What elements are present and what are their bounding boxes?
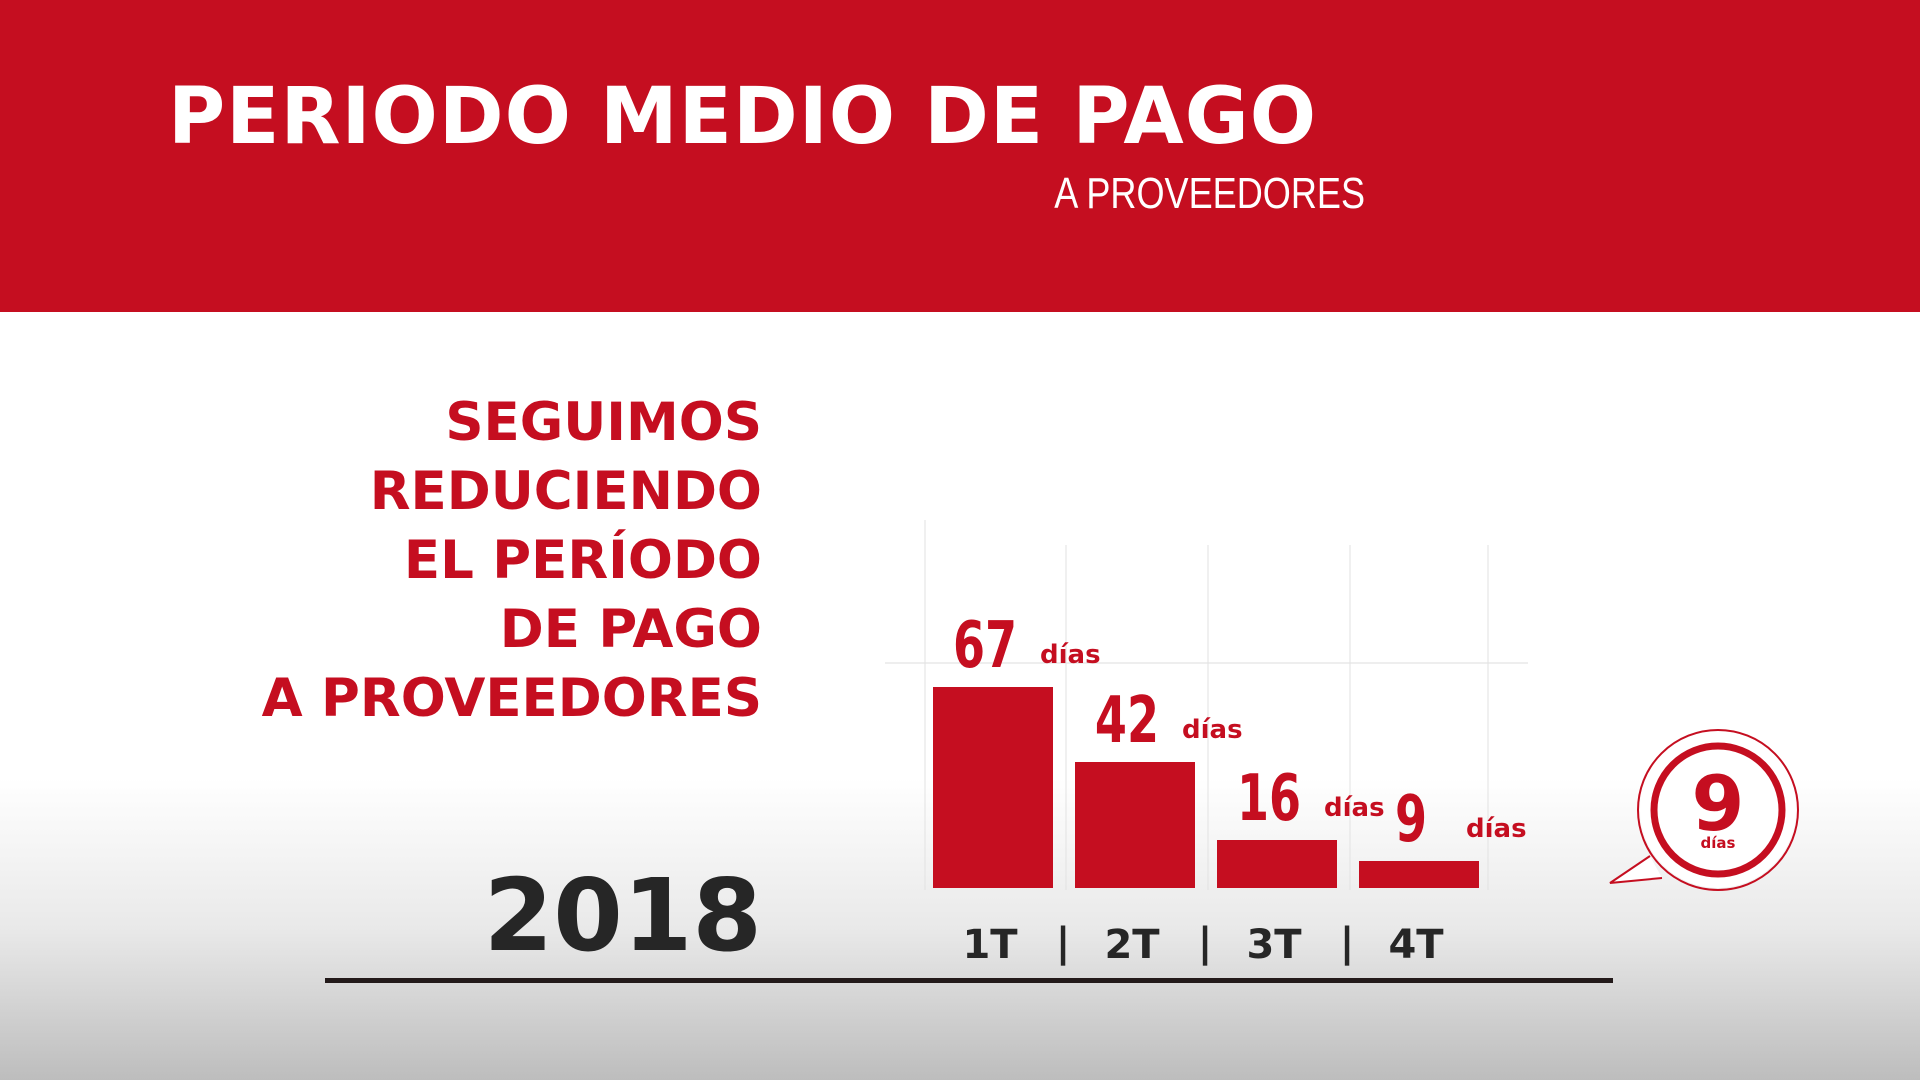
headline-line: A PROVEEDORES [261,668,762,729]
baseline-rule [325,978,1613,983]
category-label: 2T [1104,922,1160,968]
headline: SEGUIMOS REDUCIENDO EL PERÍODO DE PAGO A… [262,388,762,733]
highlight-badge: 9 días [1609,729,1799,891]
data-label-unit: días [1182,715,1243,745]
category-label: 1T [962,922,1018,968]
headline-line: EL PERÍODO [403,530,762,591]
badge-pointer [1609,855,1663,884]
header-banner: PERIODO MEDIO DE PAGO A PROVEEDORES [0,0,1920,312]
data-label-value: 16 [1237,761,1301,836]
data-label-unit: días [1324,793,1385,823]
headline-line: SEGUIMOS [445,392,762,453]
badge-value: 9 [1692,759,1745,848]
data-label-unit: días [1040,640,1101,670]
category-separator: | [1198,920,1213,967]
bar-1T [933,687,1053,888]
category-label: 3T [1246,922,1302,968]
page-title: PERIODO MEDIO DE PAGO [168,72,1318,162]
data-label-value: 9 [1395,782,1427,857]
headline-line: REDUCIENDO [369,461,762,522]
headline-line: DE PAGO [499,599,762,660]
category-separator: | [1056,920,1071,967]
bar-4T [1359,861,1479,888]
bar-3T [1217,840,1337,888]
data-label-value: 42 [1095,683,1159,758]
data-label-unit: días [1466,814,1527,844]
data-label-value: 67 [953,608,1017,683]
category-label: 4T [1388,922,1444,968]
badge-unit: días [1701,834,1736,852]
category-separator: | [1340,920,1355,967]
bar-2T [1075,762,1195,888]
badge-outer-ring [1637,729,1799,891]
year-label: 2018 [483,857,762,974]
badge-circle [1650,742,1786,878]
